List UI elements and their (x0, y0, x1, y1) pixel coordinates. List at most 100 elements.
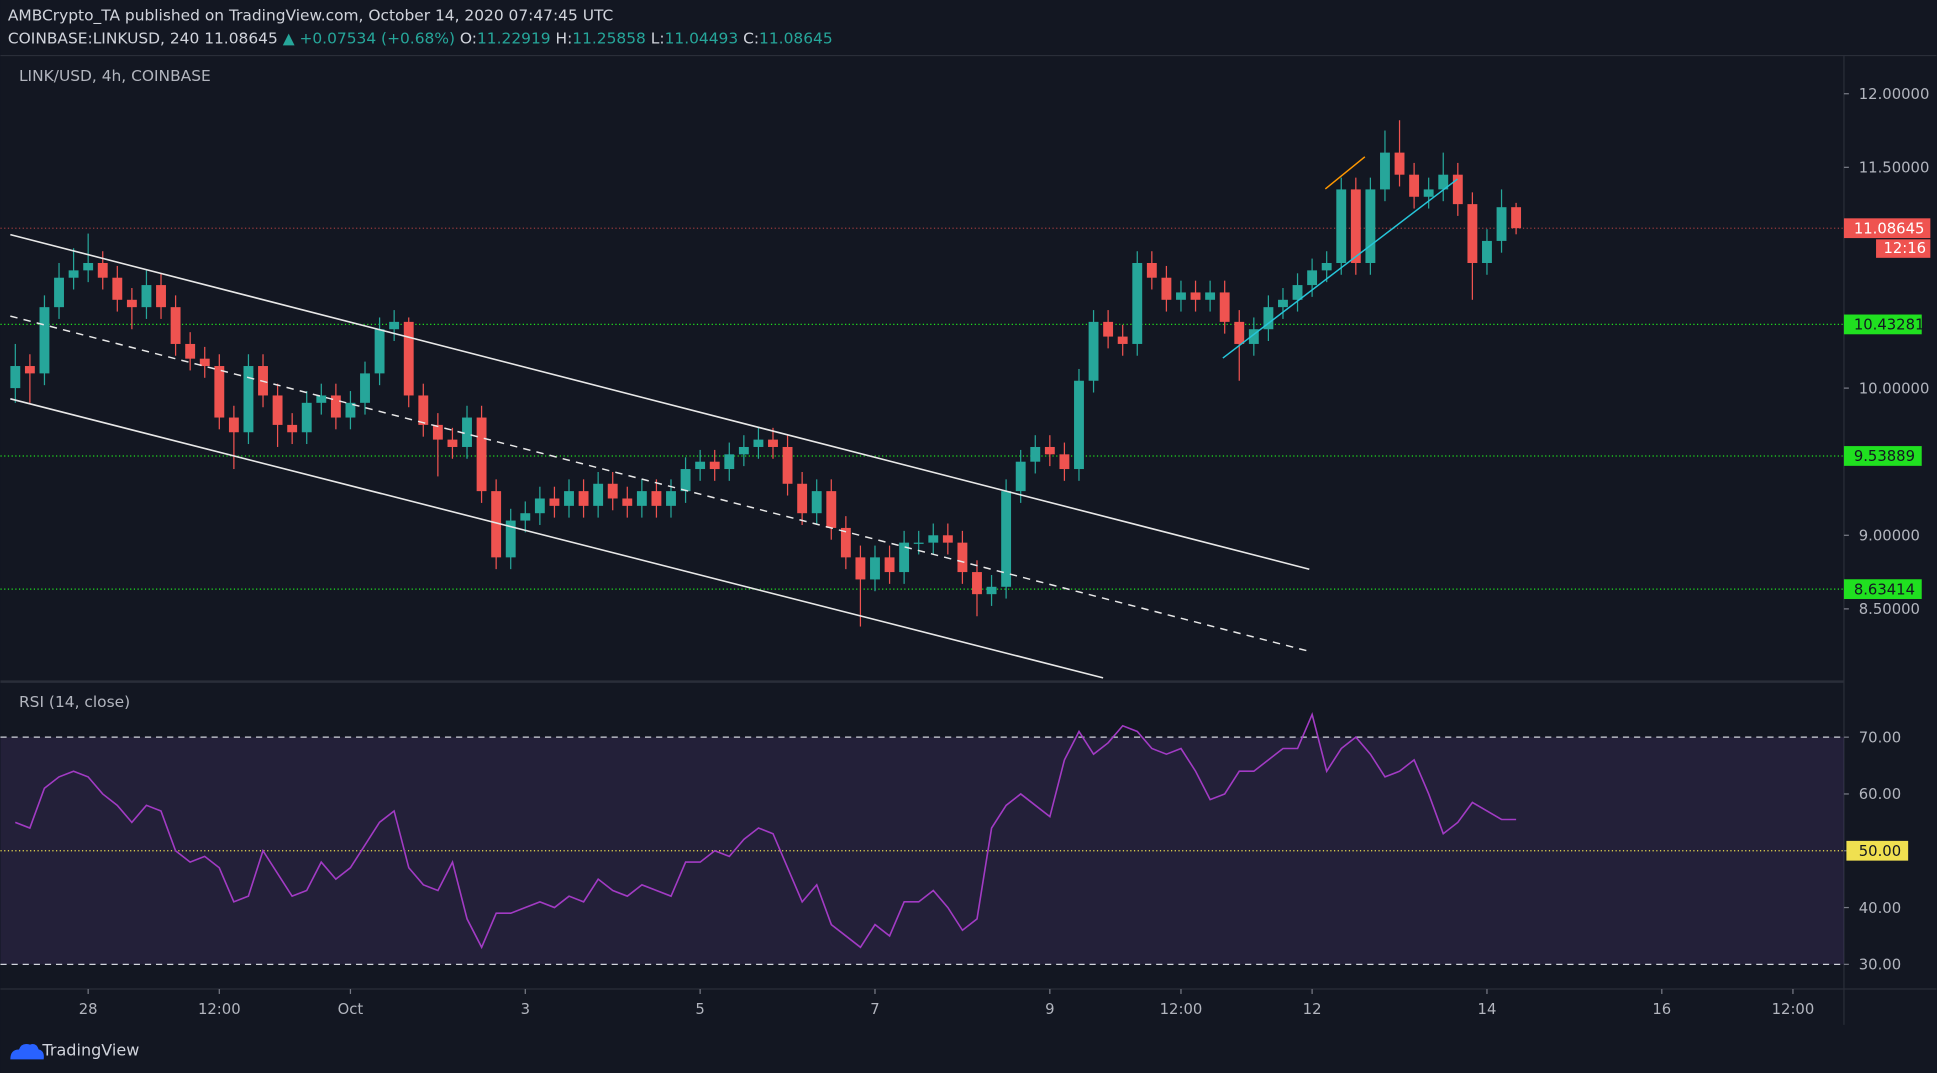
candle-body (520, 513, 531, 521)
candle-body (840, 527, 851, 558)
change: ▲ +0.07534 (+0.68%) (283, 29, 455, 47)
y-tick-label: 70.00 (1859, 729, 1901, 746)
candle-body (1336, 189, 1347, 263)
candle-body (476, 417, 487, 492)
trendline (1222, 178, 1458, 359)
pane-title: LINK/USD, 4h, COINBASE (19, 67, 211, 85)
candle-body (83, 262, 94, 271)
level-label: 9.53889 (1854, 448, 1915, 465)
x-tick-label: 9 (1045, 1001, 1054, 1018)
candle-body (462, 417, 472, 447)
candle-body (782, 446, 793, 484)
symbol: COINBASE:LINKUSD, 240 (8, 29, 199, 47)
rsi-band (0, 737, 1844, 965)
candle-body (1292, 285, 1303, 300)
x-tick-label: 16 (1652, 1001, 1671, 1018)
level-label: 8.63414 (1854, 581, 1915, 598)
candle-body (1103, 321, 1114, 337)
y-tick-label: 60.00 (1859, 786, 1901, 803)
candle-body (884, 557, 895, 573)
candle-body (1001, 491, 1012, 587)
candle-body (126, 299, 137, 308)
candle-body (1205, 292, 1216, 300)
overlay: 10.43281 9.53889 8.63414 11.08645 12:16 12.00… (79, 86, 1931, 1018)
candle-body (389, 321, 400, 330)
candle-body (1278, 299, 1288, 308)
candle-body (447, 439, 458, 447)
candle-body (54, 277, 64, 308)
candle-body (1176, 292, 1186, 300)
channel-lower (10, 398, 1104, 679)
x-tick-label: 3 (521, 1001, 530, 1018)
candle-body (1307, 270, 1318, 286)
y-tick-label: 11.50000 (1859, 160, 1930, 177)
candle-body (738, 446, 749, 455)
publisher: AMBCrypto_TA published on TradingView.co… (8, 7, 613, 26)
rsi-line (14, 711, 1517, 950)
candle-body (899, 542, 910, 573)
x-tick-label: Oct (338, 1001, 364, 1018)
candle-body (1263, 307, 1274, 330)
candle-body (957, 542, 968, 573)
y-tick-label: 9.00000 (1859, 528, 1920, 545)
y-tick-label: 30.00 (1859, 957, 1901, 974)
drawings (10, 156, 1458, 679)
candle-body (1452, 174, 1463, 205)
x-tick-label: 12:00 (1160, 1001, 1203, 1018)
x-tick-label: 12:00 (1772, 1001, 1815, 1018)
y-tick-label: 40.00 (1859, 900, 1901, 917)
candle-body (330, 395, 341, 418)
candle-body (185, 343, 196, 359)
candle-body (622, 498, 633, 506)
candle-body (534, 498, 545, 514)
candle-body (1146, 262, 1157, 278)
ohlc-label: H: (555, 29, 572, 47)
candle-body (1496, 207, 1507, 241)
candle-body (1074, 380, 1084, 470)
ohlc-label: O: (460, 29, 477, 47)
candle-body (564, 491, 574, 506)
channel-upper (10, 233, 1310, 570)
level-label-bg (1843, 579, 1922, 600)
y-tick-label: 50.00 (1859, 843, 1901, 860)
candle-body (913, 542, 924, 544)
candle-body (1219, 292, 1230, 322)
candle-body (680, 469, 691, 492)
y-tick-label: 8.50000 (1859, 601, 1920, 618)
candle-body (1015, 461, 1026, 492)
candle-body (1380, 152, 1390, 190)
ohlc-value: 11.22919 (477, 29, 551, 47)
candle-body (1132, 262, 1143, 344)
candle-body (1467, 204, 1478, 263)
candle-body (593, 483, 604, 506)
candle-body (1117, 336, 1128, 344)
candle-body (1350, 189, 1361, 263)
candle-body (709, 461, 720, 470)
level-label: 10.43281 (1854, 317, 1925, 334)
candle-body (68, 270, 79, 278)
logo: TradingView (10, 1040, 139, 1060)
rsi-band-layer (0, 227, 1844, 965)
candle-body (1044, 446, 1055, 455)
candle-body (607, 483, 618, 499)
candle-body (855, 557, 866, 580)
y-tick-highlight (1846, 840, 1909, 861)
candle-body (753, 439, 764, 447)
candle-body (768, 439, 778, 447)
candle-body (1059, 454, 1070, 470)
candle-body (170, 307, 181, 344)
candle-body (811, 491, 822, 514)
candle-body (505, 520, 516, 558)
candle-body (1234, 321, 1245, 344)
level-label-bg (1843, 446, 1922, 466)
candle-body (636, 491, 647, 506)
candle-body (1511, 207, 1522, 229)
candle-body (972, 572, 982, 595)
candle-body (272, 395, 283, 425)
candle-body (1409, 174, 1420, 197)
ohlc-label: C: (743, 29, 759, 47)
candle-body (1030, 446, 1041, 462)
